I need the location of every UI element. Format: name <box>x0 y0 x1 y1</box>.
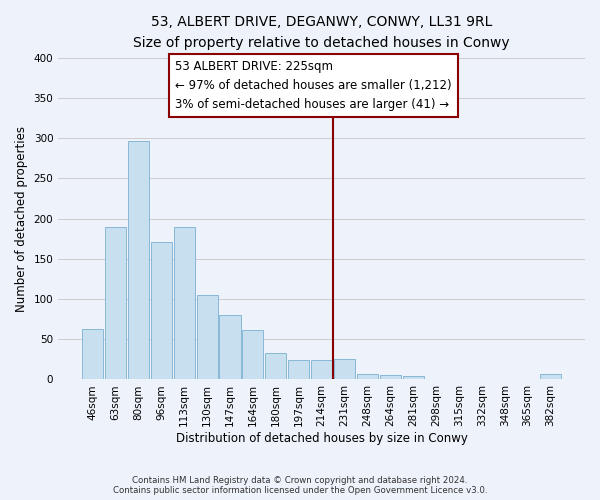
Y-axis label: Number of detached properties: Number of detached properties <box>15 126 28 312</box>
Text: 53 ALBERT DRIVE: 225sqm
← 97% of detached houses are smaller (1,212)
3% of semi-: 53 ALBERT DRIVE: 225sqm ← 97% of detache… <box>175 60 452 111</box>
Bar <box>197 295 218 380</box>
Text: Contains HM Land Registry data © Crown copyright and database right 2024.
Contai: Contains HM Land Registry data © Crown c… <box>113 476 487 495</box>
Bar <box>128 142 149 380</box>
Bar <box>540 374 561 380</box>
X-axis label: Distribution of detached houses by size in Conwy: Distribution of detached houses by size … <box>176 432 467 445</box>
Bar <box>82 329 103 380</box>
Bar <box>105 226 126 380</box>
Bar <box>242 330 263 380</box>
Bar <box>151 242 172 380</box>
Bar <box>220 315 241 380</box>
Bar <box>334 360 355 380</box>
Bar <box>173 226 195 380</box>
Title: 53, ALBERT DRIVE, DEGANWY, CONWY, LL31 9RL
Size of property relative to detached: 53, ALBERT DRIVE, DEGANWY, CONWY, LL31 9… <box>133 15 510 50</box>
Bar <box>403 376 424 380</box>
Bar <box>380 374 401 380</box>
Bar <box>311 360 332 380</box>
Bar <box>425 378 446 380</box>
Bar <box>357 374 378 380</box>
Bar <box>265 353 286 380</box>
Bar <box>288 360 309 380</box>
